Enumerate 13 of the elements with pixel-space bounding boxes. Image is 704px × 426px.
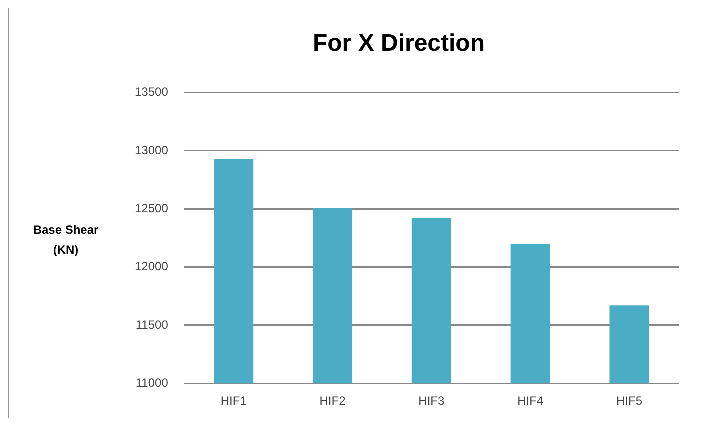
y-tick-label: 11000 [136,376,169,390]
chart-title: For X Direction [312,30,486,58]
y-tick-label: 13500 [134,85,169,100]
y-tick-label: 12000 [134,260,169,274]
x-tick-label: HIF2 [320,394,346,408]
x-tick-label: HIF1 [220,394,248,408]
y-tick-label: 12500 [134,201,169,216]
x-tick-label: HIF4 [518,394,544,408]
x-tick-label: HIF5 [616,394,643,408]
y-tick-label: 11500 [136,318,169,332]
x-tick-label: HIF3 [418,394,446,408]
y-tick-label: 13000 [134,143,169,158]
y-axis-title: Base Shear (KN) [32,222,100,259]
